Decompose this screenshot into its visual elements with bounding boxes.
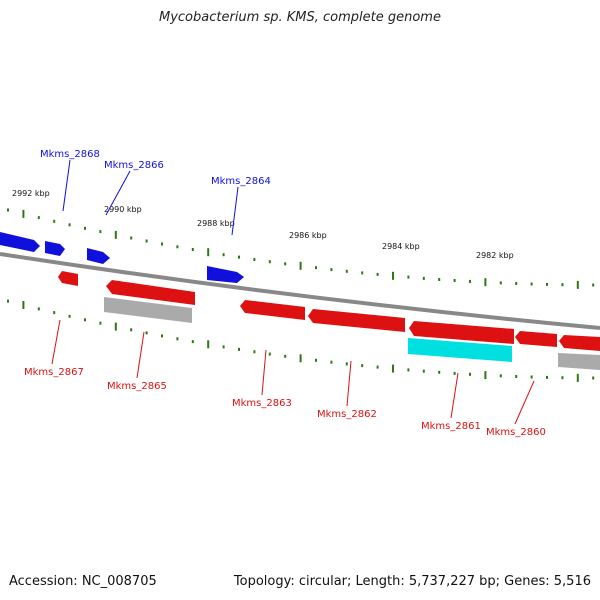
gene-label-2860[interactable]: Mkms_2860 — [486, 427, 546, 438]
leader-line-2860 — [514, 380, 535, 425]
kbp-label-2984: 2984 kbp — [382, 242, 420, 251]
kbp-label-2990: 2990 kbp — [104, 205, 142, 214]
gene-block-2866[interactable] — [87, 248, 110, 264]
leader-line-2865 — [136, 331, 145, 379]
leader-line-2863 — [261, 349, 267, 396]
leader-line-2862 — [346, 360, 352, 407]
gene-block-2860a[interactable] — [515, 331, 557, 347]
reverse-genes — [58, 271, 600, 351]
gene-label-2868[interactable]: Mkms_2868 — [40, 149, 100, 160]
gene-block-2869[interactable] — [0, 232, 40, 252]
tick-marks-bottom — [7, 299, 595, 382]
leader-line-2864 — [231, 186, 239, 236]
gene-block-2862[interactable] — [308, 309, 405, 332]
gene-block-2861[interactable] — [409, 321, 514, 344]
gene-label-2866[interactable]: Mkms_2866 — [104, 160, 164, 171]
leader-line-2861 — [450, 372, 459, 419]
gene-label-2864[interactable]: Mkms_2864 — [211, 176, 271, 187]
gene-block-2860[interactable] — [559, 335, 600, 351]
gene-block-2864[interactable] — [207, 266, 244, 283]
accession-label: Accession: NC_008705 — [9, 574, 157, 589]
kbp-label-2992: 2992 kbp — [12, 189, 50, 198]
gene-label-2867[interactable]: Mkms_2867 — [24, 367, 84, 378]
leader-line-2867 — [51, 319, 61, 365]
gene-label-2862[interactable]: Mkms_2862 — [317, 409, 377, 420]
forward-genes — [0, 232, 244, 283]
leader-line-2868 — [62, 159, 71, 212]
gene-block-2865[interactable] — [106, 280, 195, 305]
genome-backbone — [0, 252, 600, 330]
gene-label-2865[interactable]: Mkms_2865 — [107, 381, 167, 392]
pseudo-gene-block-right[interactable] — [558, 353, 600, 370]
gene-block-2868[interactable] — [45, 241, 65, 256]
rna-gene-block[interactable] — [408, 338, 512, 362]
genome-title: Mycobacterium sp. KMS, complete genome — [159, 10, 441, 25]
pseudo-gene-block-left[interactable] — [104, 297, 192, 323]
kbp-label-2982: 2982 kbp — [476, 251, 514, 260]
kbp-label-2986: 2986 kbp — [289, 231, 327, 240]
gene-label-2863[interactable]: Mkms_2863 — [232, 398, 292, 409]
gene-block-2867[interactable] — [58, 271, 78, 286]
tick-marks-top — [7, 208, 595, 289]
gene-label-2861[interactable]: Mkms_2861 — [421, 421, 481, 432]
genome-summary: Topology: circular; Length: 5,737,227 bp… — [233, 574, 591, 589]
leader-line-2866 — [105, 170, 131, 216]
kbp-label-2988: 2988 kbp — [197, 219, 235, 228]
gene-block-2863[interactable] — [240, 300, 305, 320]
